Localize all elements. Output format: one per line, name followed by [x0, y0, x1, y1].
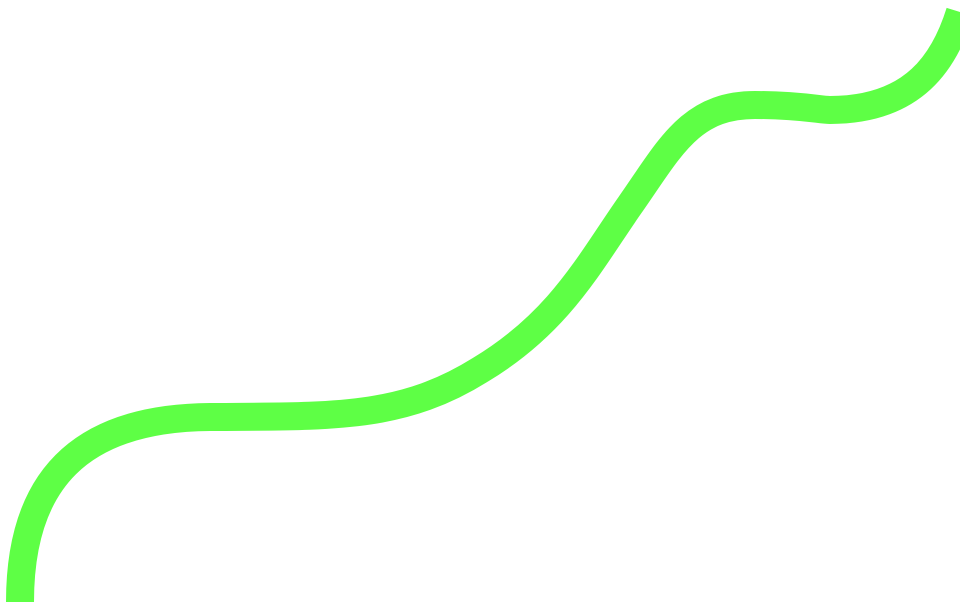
- green-wave-curve: [6, 7, 960, 602]
